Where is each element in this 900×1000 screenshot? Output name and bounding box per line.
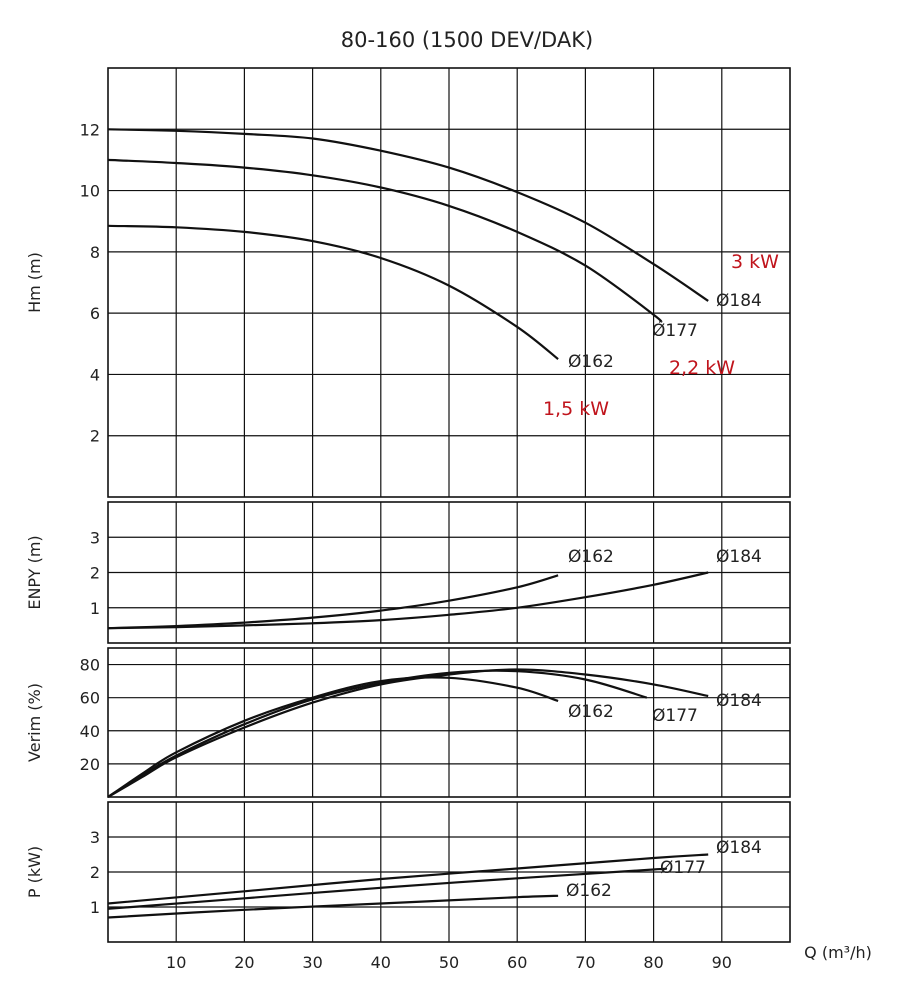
x-tick-label: 70 <box>575 953 595 972</box>
verim-curve-184 <box>107 668 709 798</box>
hm-series-label-177: Ø177 <box>652 321 698 341</box>
enpy-panel: 1 2 3 ENPY (m) Ø162 Ø184 <box>25 501 791 644</box>
enpy-curve-184 <box>107 571 709 630</box>
hm-y-tick-label: 10 <box>80 182 100 201</box>
power-labels: 3 kW 2,2 kW 1,5 kW <box>543 251 779 420</box>
enpy-y-tick-label: 1 <box>90 599 100 618</box>
x-tick-label: 50 <box>439 953 459 972</box>
enpy-series-label-162: Ø162 <box>568 547 614 567</box>
hm-y-tick-label: 12 <box>80 120 100 139</box>
hm-frame <box>107 67 791 498</box>
enpy-y-tick-label: 2 <box>90 564 100 583</box>
p-y-axis-label: P (kW) <box>25 846 44 898</box>
enpy-frame <box>107 501 791 644</box>
x-tick-label: 10 <box>166 953 186 972</box>
p-frame <box>107 801 791 943</box>
verim-curve-162 <box>107 676 559 798</box>
p-curve-184 <box>107 853 709 905</box>
hm-curve-162 <box>107 224 559 360</box>
verim-y-tick-label: 60 <box>80 689 100 708</box>
x-tick-label: 90 <box>712 953 732 972</box>
hm-curve-184 <box>107 128 709 302</box>
x-tick-label: 30 <box>302 953 322 972</box>
hm-panel: 2 4 6 8 10 12 Hm (m) Ø184 Ø177 Ø162 <box>25 67 791 498</box>
verim-y-axis-label: Verim (%) <box>25 683 44 762</box>
enpy-y-axis-label: ENPY (m) <box>25 535 44 609</box>
hm-y-axis-label: Hm (m) <box>25 252 44 313</box>
verim-y-tick-label: 40 <box>80 722 100 741</box>
x-axis: 10 20 30 40 50 60 70 80 90 <box>166 953 732 972</box>
hm-y-tick-label: 4 <box>90 365 100 384</box>
verim-series-label-184: Ø184 <box>716 691 762 711</box>
p-y-tick-label: 1 <box>90 898 100 917</box>
power-label: 3 kW <box>731 251 779 273</box>
hm-y-tick-label: 6 <box>90 304 100 323</box>
enpy-series-label-184: Ø184 <box>716 547 762 567</box>
verim-frame <box>107 647 791 798</box>
hm-series-label-162: Ø162 <box>568 352 614 372</box>
x-tick-label: 20 <box>234 953 254 972</box>
p-series-label-162: Ø162 <box>566 881 612 901</box>
p-panel: 1 2 3 P (kW) Ø184 Ø177 Ø162 <box>25 801 791 943</box>
p-series-label-184: Ø184 <box>716 838 762 858</box>
x-tick-label: 60 <box>507 953 527 972</box>
enpy-curve-162 <box>107 574 559 630</box>
p-series-label-177: Ø177 <box>660 858 706 878</box>
hm-y-tick-label: 2 <box>90 427 100 446</box>
verim-series-label-162: Ø162 <box>568 702 614 722</box>
verim-panel: 20 40 60 80 Verim (%) Ø162 Ø177 Ø184 <box>25 647 791 798</box>
verim-series-label-177: Ø177 <box>652 706 698 726</box>
hm-curve-177 <box>107 158 663 324</box>
hm-series-label-184: Ø184 <box>716 291 762 311</box>
verim-y-tick-label: 20 <box>80 755 100 774</box>
p-y-tick-label: 2 <box>90 863 100 882</box>
power-label: 1,5 kW <box>543 398 609 420</box>
x-tick-label: 80 <box>643 953 663 972</box>
power-label: 2,2 kW <box>669 357 735 379</box>
p-y-tick-label: 3 <box>90 828 100 847</box>
hm-y-tick-label: 8 <box>90 243 100 262</box>
p-curve-162 <box>107 894 559 919</box>
verim-y-tick-label: 80 <box>80 656 100 675</box>
x-axis-label: Q (m³/h) <box>804 943 872 962</box>
chart-title: 80-160 (1500 DEV/DAK) <box>341 28 593 52</box>
x-tick-label: 40 <box>371 953 391 972</box>
p-curve-177 <box>107 867 668 910</box>
enpy-y-tick-label: 3 <box>90 528 100 547</box>
verim-curve-177 <box>107 669 648 798</box>
